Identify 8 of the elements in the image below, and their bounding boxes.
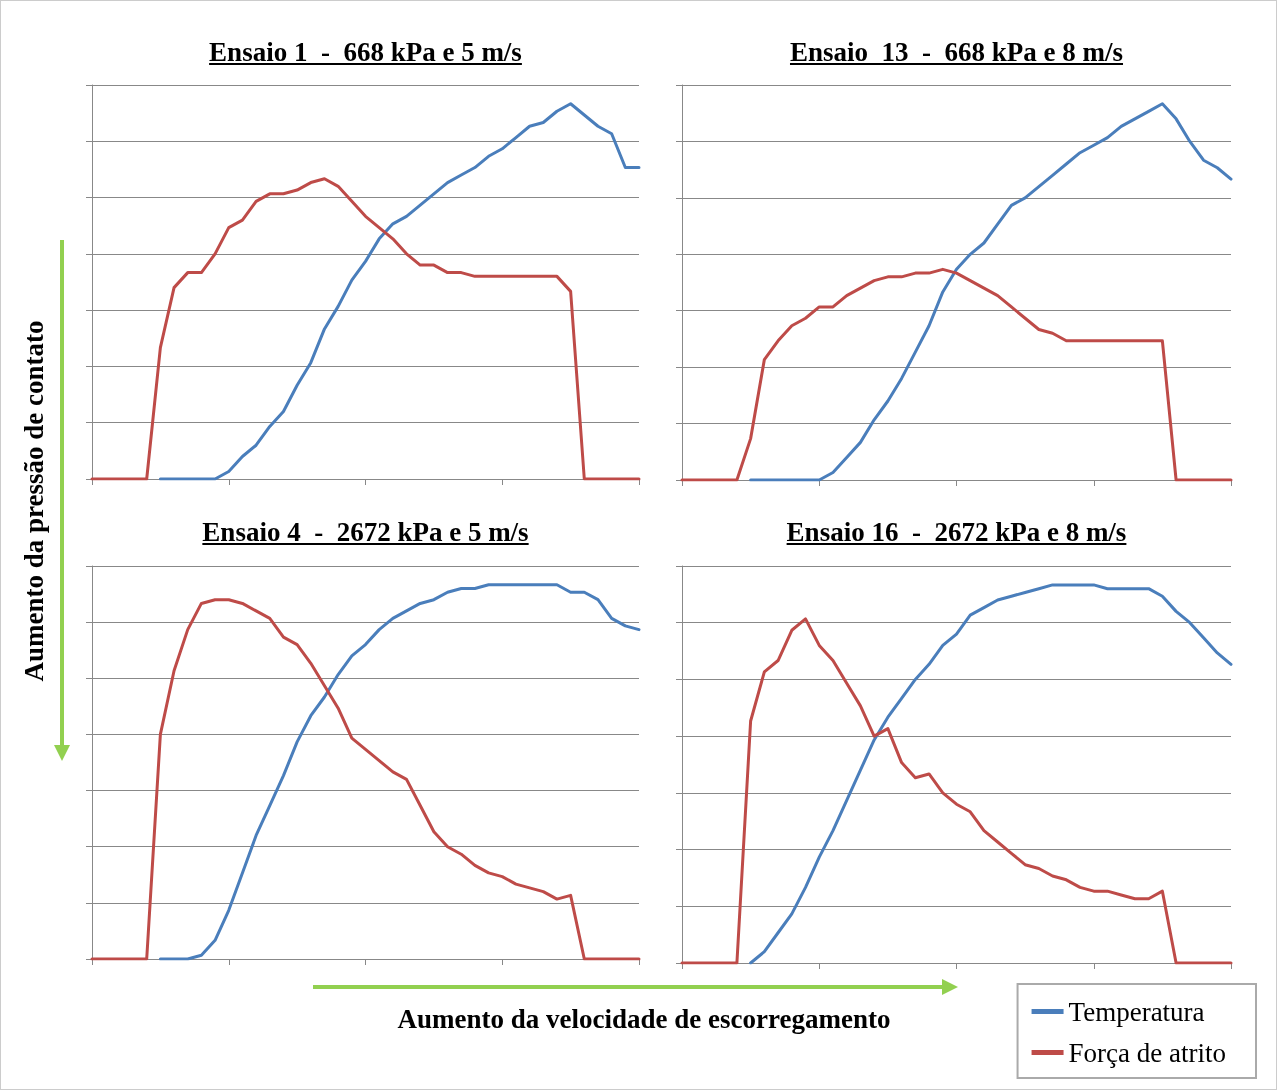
legend-label: Temperatura [1068,996,1205,1027]
y-axis-title: Aumento da pressão de contato [18,320,50,682]
chart-title: Ensaio 1 - 668 kPa e 5 m/s [208,37,523,68]
chart-title: Ensaio 13 - 668 kPa e 8 m/s [789,37,1124,68]
chart-title: Ensaio 16 - 2672 kPa e 8 m/s [785,517,1128,548]
x-axis-title: Aumento da velocidade de escorregamento [397,1003,891,1035]
legend-label: Força de atrito [1068,1037,1227,1068]
chart-title: Ensaio 4 - 2672 kPa e 5 m/s [201,517,530,548]
